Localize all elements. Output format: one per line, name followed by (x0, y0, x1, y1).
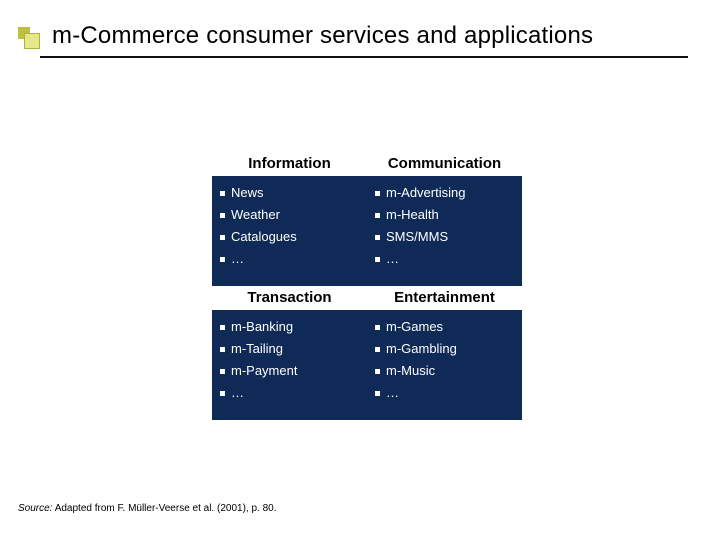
bullet-icon (375, 213, 380, 218)
source-prefix: Source: (18, 503, 52, 514)
source-citation: Source: Adapted from F. Müller-Veerse et… (18, 503, 276, 514)
quadrant-body-communication: m-Advertising m-Health SMS/MMS … (367, 176, 522, 286)
quadrant-header-information: Information (212, 152, 367, 176)
list-item: Catalogues (220, 226, 359, 248)
bullet-icon (375, 369, 380, 374)
list-item: … (220, 382, 359, 404)
list-item: SMS/MMS (375, 226, 514, 248)
item-label: SMS/MMS (386, 226, 448, 248)
item-label: … (231, 248, 244, 270)
item-label: m-Banking (231, 316, 293, 338)
page-title: m-Commerce consumer services and applica… (52, 22, 593, 50)
item-label: … (386, 382, 399, 404)
item-label: News (231, 182, 264, 204)
quadrant-body-information: News Weather Catalogues … (212, 176, 367, 286)
quadrant-header-communication: Communication (367, 152, 522, 176)
list-item: … (375, 382, 514, 404)
list-item: … (220, 248, 359, 270)
title-bar: m-Commerce consumer services and applica… (18, 22, 688, 50)
matrix: Information Communication News Weather C… (212, 152, 522, 420)
slide: m-Commerce consumer services and applica… (0, 0, 720, 540)
list-item: Weather (220, 204, 359, 226)
bullet-icon (375, 191, 380, 196)
bullet-icon (375, 325, 380, 330)
item-label: Weather (231, 204, 280, 226)
bullet-icon (220, 257, 225, 262)
item-label: m-Health (386, 204, 439, 226)
title-accent-icon (18, 27, 38, 47)
title-underline (40, 56, 688, 58)
bullet-icon (220, 347, 225, 352)
bullet-icon (375, 391, 380, 396)
list-item: News (220, 182, 359, 204)
item-label: m-Gambling (386, 338, 457, 360)
bullet-icon (220, 213, 225, 218)
bullet-icon (220, 235, 225, 240)
list-item: m-Banking (220, 316, 359, 338)
list-item: m-Tailing (220, 338, 359, 360)
list-item: m-Health (375, 204, 514, 226)
item-label: … (231, 382, 244, 404)
bullet-icon (375, 347, 380, 352)
item-label: m-Tailing (231, 338, 283, 360)
list-item: m-Gambling (375, 338, 514, 360)
quadrant-body-transaction: m-Banking m-Tailing m-Payment … (212, 310, 367, 420)
source-text: Adapted from F. Müller-Veerse et al. (20… (52, 503, 276, 514)
list-item: … (375, 248, 514, 270)
item-label: m-Payment (231, 360, 297, 382)
bullet-icon (220, 191, 225, 196)
item-label: … (386, 248, 399, 270)
item-label: m-Games (386, 316, 443, 338)
bullet-icon (220, 391, 225, 396)
list-item: m-Payment (220, 360, 359, 382)
item-label: Catalogues (231, 226, 297, 248)
quadrant-header-entertainment: Entertainment (367, 286, 522, 310)
item-label: m-Music (386, 360, 435, 382)
list-item: m-Games (375, 316, 514, 338)
list-item: m-Advertising (375, 182, 514, 204)
item-label: m-Advertising (386, 182, 465, 204)
quadrant-header-transaction: Transaction (212, 286, 367, 310)
bullet-icon (375, 235, 380, 240)
bullet-icon (375, 257, 380, 262)
bullet-icon (220, 369, 225, 374)
quadrant-body-entertainment: m-Games m-Gambling m-Music … (367, 310, 522, 420)
list-item: m-Music (375, 360, 514, 382)
bullet-icon (220, 325, 225, 330)
